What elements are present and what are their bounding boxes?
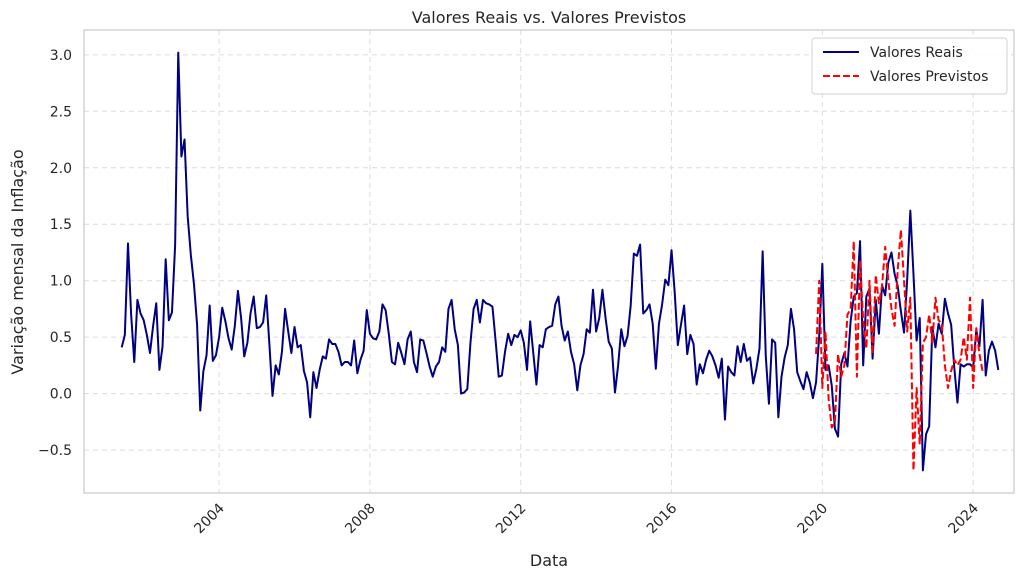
x-axis-title: Data: [530, 551, 568, 570]
y-tick-label: −0.5: [38, 443, 72, 459]
y-tick-labels: −0.5 0.0 0.5 1.0 1.5 2.0 2.5 3.0: [38, 48, 72, 459]
series-line-predicted: [815, 228, 984, 472]
y-tick-label: 0.5: [50, 330, 72, 346]
series-layer: [120, 51, 1000, 472]
plot-frame: [83, 29, 1015, 494]
grid-lines: [84, 30, 1014, 493]
legend-label-actual: Valores Reais: [870, 45, 963, 61]
y-tick-label: 3.0: [50, 48, 72, 64]
chart-title: Valores Reais vs. Valores Previstos: [412, 8, 686, 27]
y-tick-label: 1.0: [50, 274, 72, 290]
y-tick-label: 1.5: [50, 217, 72, 233]
legend-label-predicted: Valores Previstos: [870, 69, 988, 85]
y-tick-label: 2.0: [50, 161, 72, 177]
legend: Valores Reais Valores Previstos: [811, 37, 1008, 95]
y-tick-label: 0.0: [50, 387, 72, 403]
y-axis-title: Variação mensal da Inflação: [8, 149, 27, 374]
series-line-actual: [120, 51, 1000, 472]
y-tick-label: 2.5: [50, 104, 72, 120]
legend-box: [811, 37, 1008, 95]
